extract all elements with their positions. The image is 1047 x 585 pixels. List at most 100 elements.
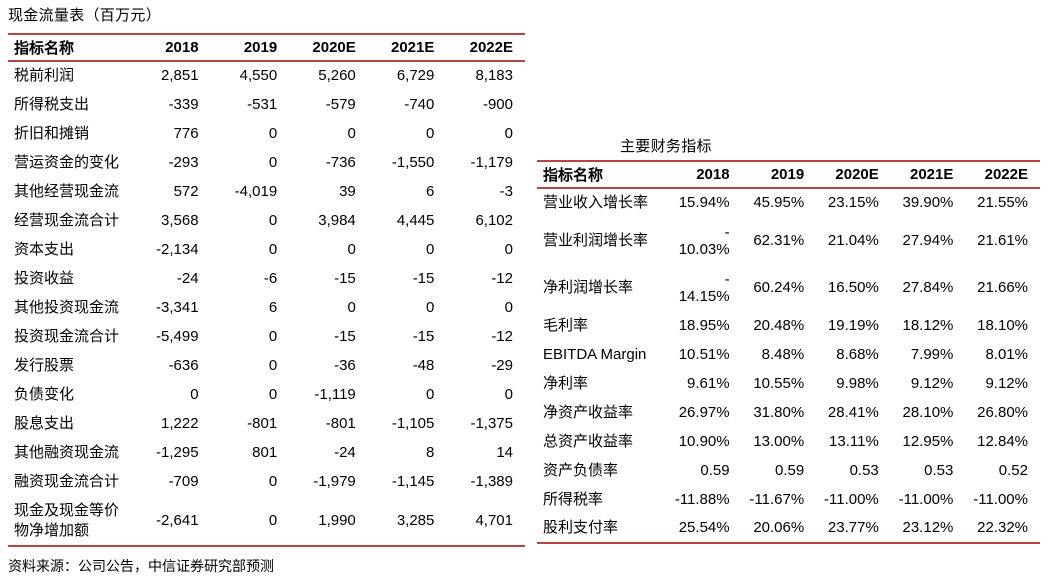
column-header-year: 2021E <box>367 33 447 62</box>
value-cell: 13.11% <box>829 432 879 450</box>
value-cell: 0 <box>268 124 278 142</box>
header-row: 指标名称 2018 2019 2020E 2021E 2022E <box>8 33 525 62</box>
value-cell: 10.55% <box>753 374 805 392</box>
table-row: 毛利率 18.95% 20.48% 19.19% 18.12% 18.10% <box>537 311 1040 340</box>
value-cell: -36 <box>334 356 356 374</box>
value-cell: -339 <box>168 95 199 113</box>
value-cell: -14.15% <box>678 270 730 305</box>
column-header-year: 2019 <box>741 160 817 189</box>
value-cell: -12 <box>491 327 513 345</box>
value-cell: 25.54% <box>667 514 742 544</box>
value-cell: 6,102 <box>475 211 513 229</box>
table-row: 折旧和摊销 776 0 0 0 0 <box>8 119 525 148</box>
value-cell: 0.52 <box>998 461 1028 479</box>
row-label: 其他融资现金流 <box>14 443 120 461</box>
value-cell: 20.06% <box>741 514 817 544</box>
value-cell: 60.24% <box>753 278 805 296</box>
table-row: 经营现金流合计 3,568 0 3,984 4,445 6,102 <box>8 206 525 235</box>
table-row: 融资现金流合计 -709 0 -1,979 -1,145 -1,389 <box>8 467 525 496</box>
header-row: 指标名称 2018 2019 2020E 2021E 2022E <box>537 160 1040 189</box>
value-cell: 4,701 <box>446 496 525 547</box>
value-cell: 8 <box>426 443 435 461</box>
value-cell: 22.32% <box>965 514 1040 544</box>
row-label: 税前利润 <box>14 67 75 85</box>
value-cell: -11.67% <box>749 490 805 508</box>
value-cell: -900 <box>482 95 513 113</box>
value-cell: 10.90% <box>678 432 730 450</box>
value-cell: -740 <box>404 95 435 113</box>
value-cell: 10.51% <box>678 345 730 363</box>
value-cell: 45.95% <box>753 194 805 212</box>
table-row: 其他投资现金流 -3,341 6 0 0 0 <box>8 293 525 322</box>
value-cell: 4,550 <box>239 67 278 85</box>
column-header-year: 2018 <box>132 33 211 62</box>
value-cell: -1,295 <box>156 443 199 461</box>
value-cell: 0 <box>347 124 356 142</box>
value-cell: 21.66% <box>977 278 1028 296</box>
value-cell: 9.12% <box>985 374 1028 392</box>
value-cell: 7.99% <box>910 345 954 363</box>
row-label: 其他经营现金流 <box>14 182 120 200</box>
column-header-year: 2022E <box>446 33 525 62</box>
value-cell: 0 <box>268 472 278 490</box>
value-cell: 26.80% <box>977 403 1028 421</box>
value-cell: 19.19% <box>827 316 879 334</box>
cash-flow-table: 指标名称 2018 2019 2020E 2021E 2022E 税前利润 2,851 4,55… <box>8 33 525 547</box>
value-cell: 0 <box>347 240 356 258</box>
cash-flow-section: 现金流量表（百万元） 指标名称 2018 2019 2020E 2021E 2022E 税前… <box>8 6 525 575</box>
table-row: 所得税率 -11.88% -11.67% -11.00% -11.00% -11.00% <box>537 485 1040 514</box>
value-cell: 3,285 <box>367 496 447 547</box>
value-cell: 0 <box>504 240 513 258</box>
value-cell: -6 <box>263 269 278 287</box>
value-cell: -11.00% <box>973 490 1028 508</box>
value-cell: 21.55% <box>977 194 1028 212</box>
table-row: 所得税支出 -339 -531 -579 -740 -900 <box>8 90 525 119</box>
column-header-year: 2019 <box>210 33 290 62</box>
column-header-year: 2018 <box>667 160 742 189</box>
row-label: 融资现金流合计 <box>14 472 120 490</box>
table-row: 现金及现金等价物净增加额 -2,641 0 1,990 3,285 4,701 <box>8 496 525 547</box>
value-cell: 18.12% <box>902 316 954 334</box>
value-cell: -48 <box>412 356 435 374</box>
value-cell: -15 <box>334 269 356 287</box>
column-header-year: 2021E <box>890 160 966 189</box>
value-cell: 12.95% <box>902 432 954 450</box>
value-cell: 0 <box>268 385 278 403</box>
row-label: 净利率 <box>543 374 589 392</box>
table-row: 投资收益 -24 -6 -15 -15 -12 <box>8 264 525 293</box>
value-cell: 8.48% <box>761 345 805 363</box>
value-cell: 23.12% <box>890 514 966 544</box>
value-cell: 31.80% <box>753 403 805 421</box>
value-cell: -1,389 <box>470 472 513 490</box>
value-cell: -2,641 <box>132 496 211 547</box>
table-row: 营运资金的变化 -293 0 -736 -1,550 -1,179 <box>8 148 525 177</box>
row-label: 经营现金流合计 <box>14 211 120 229</box>
table-row: EBITDA Margin 10.51% 8.48% 8.68% 7.99% 8.01% <box>537 340 1040 369</box>
value-cell: 0 <box>426 385 435 403</box>
value-cell: 8,183 <box>475 67 513 85</box>
row-label: 毛利率 <box>543 316 589 334</box>
value-cell: -15 <box>334 327 356 345</box>
row-label: 净资产收益率 <box>543 403 634 421</box>
row-label: 所得税支出 <box>14 95 90 113</box>
table-row: 税前利润 2,851 4,550 5,260 6,729 8,183 <box>8 61 525 90</box>
value-cell: -24 <box>176 269 199 287</box>
value-cell: -15 <box>412 327 435 345</box>
value-cell: 27.84% <box>902 278 954 296</box>
table-row: 总资产收益率 10.90% 13.00% 13.11% 12.95% 12.84% <box>537 427 1040 456</box>
value-cell: -1,979 <box>313 472 356 490</box>
value-cell: 0 <box>504 124 513 142</box>
row-label: EBITDA Margin <box>543 345 647 363</box>
table-row: 营业收入增长率 15.94% 45.95% 23.15% 39.90% 21.55% <box>537 188 1040 217</box>
value-cell: 0 <box>268 153 278 171</box>
value-cell: -11.88% <box>674 490 730 508</box>
row-label: 资产负债率 <box>543 461 619 479</box>
value-cell: 9.98% <box>836 374 879 392</box>
table-row: 资产负债率 0.59 0.59 0.53 0.53 0.52 <box>537 456 1040 485</box>
value-cell: 39.90% <box>902 194 954 212</box>
value-cell: 9.61% <box>687 374 730 392</box>
value-cell: -10.03% <box>678 223 730 258</box>
value-cell: 0.53 <box>924 461 954 479</box>
value-cell: 3,984 <box>318 211 356 229</box>
